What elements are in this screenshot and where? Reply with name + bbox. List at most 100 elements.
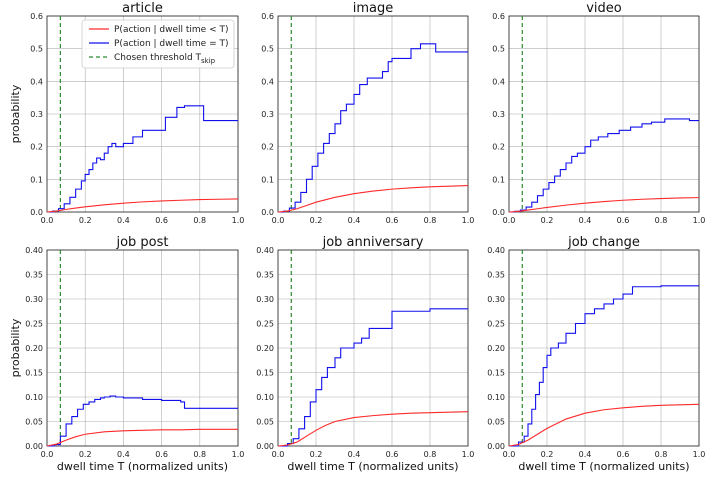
legend-label: P(action | dwell time = T) (114, 39, 228, 49)
y-tick-label: 0.15 (25, 369, 43, 378)
y-tick-label: 0.25 (25, 320, 43, 329)
legend-label-text: Chosen threshold T (114, 53, 202, 63)
y-tick-label: 0.35 (25, 271, 43, 280)
plot-frame (277, 249, 469, 447)
series-line-dwell-equal (47, 395, 238, 447)
x-axis-label: dwell time T (normalized units) (518, 460, 689, 473)
y-tick-label: 0.3 (30, 110, 43, 119)
y-tick-label: 0.4 (261, 77, 274, 86)
y-tick-label: 0.4 (492, 77, 505, 86)
y-tick-label: 0.0 (261, 208, 274, 217)
x-tick-label: 0.4 (348, 450, 361, 459)
y-tick-label: 0.25 (256, 320, 274, 329)
y-tick-label: 0.1 (30, 175, 43, 184)
x-tick-label: 0.2 (310, 216, 323, 225)
y-tick-label: 0.05 (256, 418, 274, 427)
legend-label-subscript: skip (201, 57, 216, 65)
y-tick-label: 0.40 (256, 246, 274, 255)
y-axis-label: probability (9, 318, 22, 377)
x-tick-label: 0.8 (655, 450, 668, 459)
y-tick-label: 0.5 (492, 45, 505, 54)
y-tick-label: 0.6 (30, 12, 43, 21)
y-tick-label: 0.2 (261, 143, 274, 152)
x-tick-label: 0.6 (155, 216, 168, 225)
y-tick-label: 0.4 (30, 77, 43, 86)
panel-title: image (353, 1, 394, 16)
y-tick-label: 0.10 (256, 393, 274, 402)
y-tick-label: 0.10 (487, 393, 505, 402)
series-line-dwell-less (46, 428, 238, 447)
series-line-dwell-equal (278, 308, 468, 447)
x-tick-label: 0.4 (579, 450, 592, 459)
x-axis-label: dwell time T (normalized units) (287, 460, 458, 473)
y-tick-label: 0.30 (25, 295, 43, 304)
series-line-dwell-equal (47, 105, 238, 213)
panel-title: video (586, 1, 622, 16)
x-tick-label: 0.6 (386, 216, 399, 225)
x-tick-label: 1.0 (462, 216, 475, 225)
y-tick-label: 0.30 (487, 295, 505, 304)
y-tick-label: 0.3 (492, 110, 505, 119)
series-line-dwell-less (508, 197, 700, 213)
x-tick-label: 0.4 (579, 216, 592, 225)
y-tick-label: 0.05 (25, 418, 43, 427)
plot-frame (277, 15, 469, 213)
y-tick-label: 0.0 (30, 208, 43, 217)
panel-job-post: 0.00 0.05 0.10 0.15 0.20 0.25 0.30 0.35 0.40 0.0 0… (9, 235, 244, 473)
x-tick-label: 0.0 (503, 450, 516, 459)
y-tick-label: 0.6 (261, 12, 274, 21)
x-tick-label: 1.0 (232, 216, 245, 225)
x-tick-label: 1.0 (462, 450, 475, 459)
x-tick-label: 1.0 (232, 450, 245, 459)
x-tick-label: 0.0 (272, 216, 285, 225)
x-tick-label: 0.6 (386, 450, 399, 459)
x-tick-label: 0.2 (541, 450, 554, 459)
legend-box (81, 19, 235, 69)
x-tick-label: 0.2 (310, 450, 323, 459)
panel-job-anniversary: 0.00 0.05 0.10 0.15 0.20 0.25 0.30 0.35 0.40 0.0 0… (256, 235, 474, 473)
y-tick-label: 0.20 (256, 344, 274, 353)
series-line-dwell-less (277, 184, 469, 213)
y-tick-label: 0.00 (256, 442, 274, 451)
series-line-dwell-equal (509, 285, 699, 447)
legend-label: P(action | dwell time < T) (114, 25, 228, 35)
y-tick-label: 0.35 (256, 271, 274, 280)
x-tick-label: 0.2 (541, 216, 554, 225)
y-tick-label: 0.35 (487, 271, 505, 280)
x-tick-label: 0.8 (193, 216, 206, 225)
y-tick-label: 0.40 (487, 246, 505, 255)
x-tick-label: 0.8 (424, 216, 437, 225)
y-tick-label: 0.00 (25, 442, 43, 451)
y-tick-label: 0.6 (492, 12, 505, 21)
panel-title: job anniversary (322, 235, 424, 250)
x-tick-label: 0.6 (617, 450, 630, 459)
legend-label-text: P(action | dwell time = T) (114, 39, 228, 49)
y-tick-label: 0.20 (25, 344, 43, 353)
x-tick-label: 1.0 (693, 216, 706, 225)
series-line-dwell-less (277, 411, 469, 447)
x-tick-label: 0.6 (155, 450, 168, 459)
y-tick-label: 0.15 (487, 369, 505, 378)
x-axis-label: dwell time T (normalized units) (57, 460, 228, 473)
y-tick-label: 0.5 (30, 45, 43, 54)
y-tick-label: 0.3 (261, 110, 274, 119)
plot-frame (46, 15, 239, 213)
x-tick-label: 0.2 (79, 216, 92, 225)
x-tick-label: 0.2 (79, 450, 92, 459)
x-tick-label: 0.6 (617, 216, 630, 225)
x-tick-label: 1.0 (693, 450, 706, 459)
y-axis-label: probability (9, 84, 22, 143)
y-tick-label: 0.20 (487, 344, 505, 353)
panel-job-change: 0.00 0.05 0.10 0.15 0.20 0.25 0.30 0.35 0.40 0.0 0… (487, 235, 705, 473)
y-tick-label: 0.10 (25, 393, 43, 402)
panel-title: job post (115, 235, 168, 250)
y-tick-label: 0.5 (261, 45, 274, 54)
series-line-dwell-less (508, 403, 700, 447)
x-tick-label: 0.0 (503, 216, 516, 225)
x-tick-label: 0.8 (193, 450, 206, 459)
series-line-dwell-equal (509, 118, 699, 213)
series-line-dwell-less (46, 198, 239, 213)
y-tick-label: 0.40 (25, 246, 43, 255)
panel-title: article (122, 1, 163, 16)
plot-frame (46, 249, 239, 447)
